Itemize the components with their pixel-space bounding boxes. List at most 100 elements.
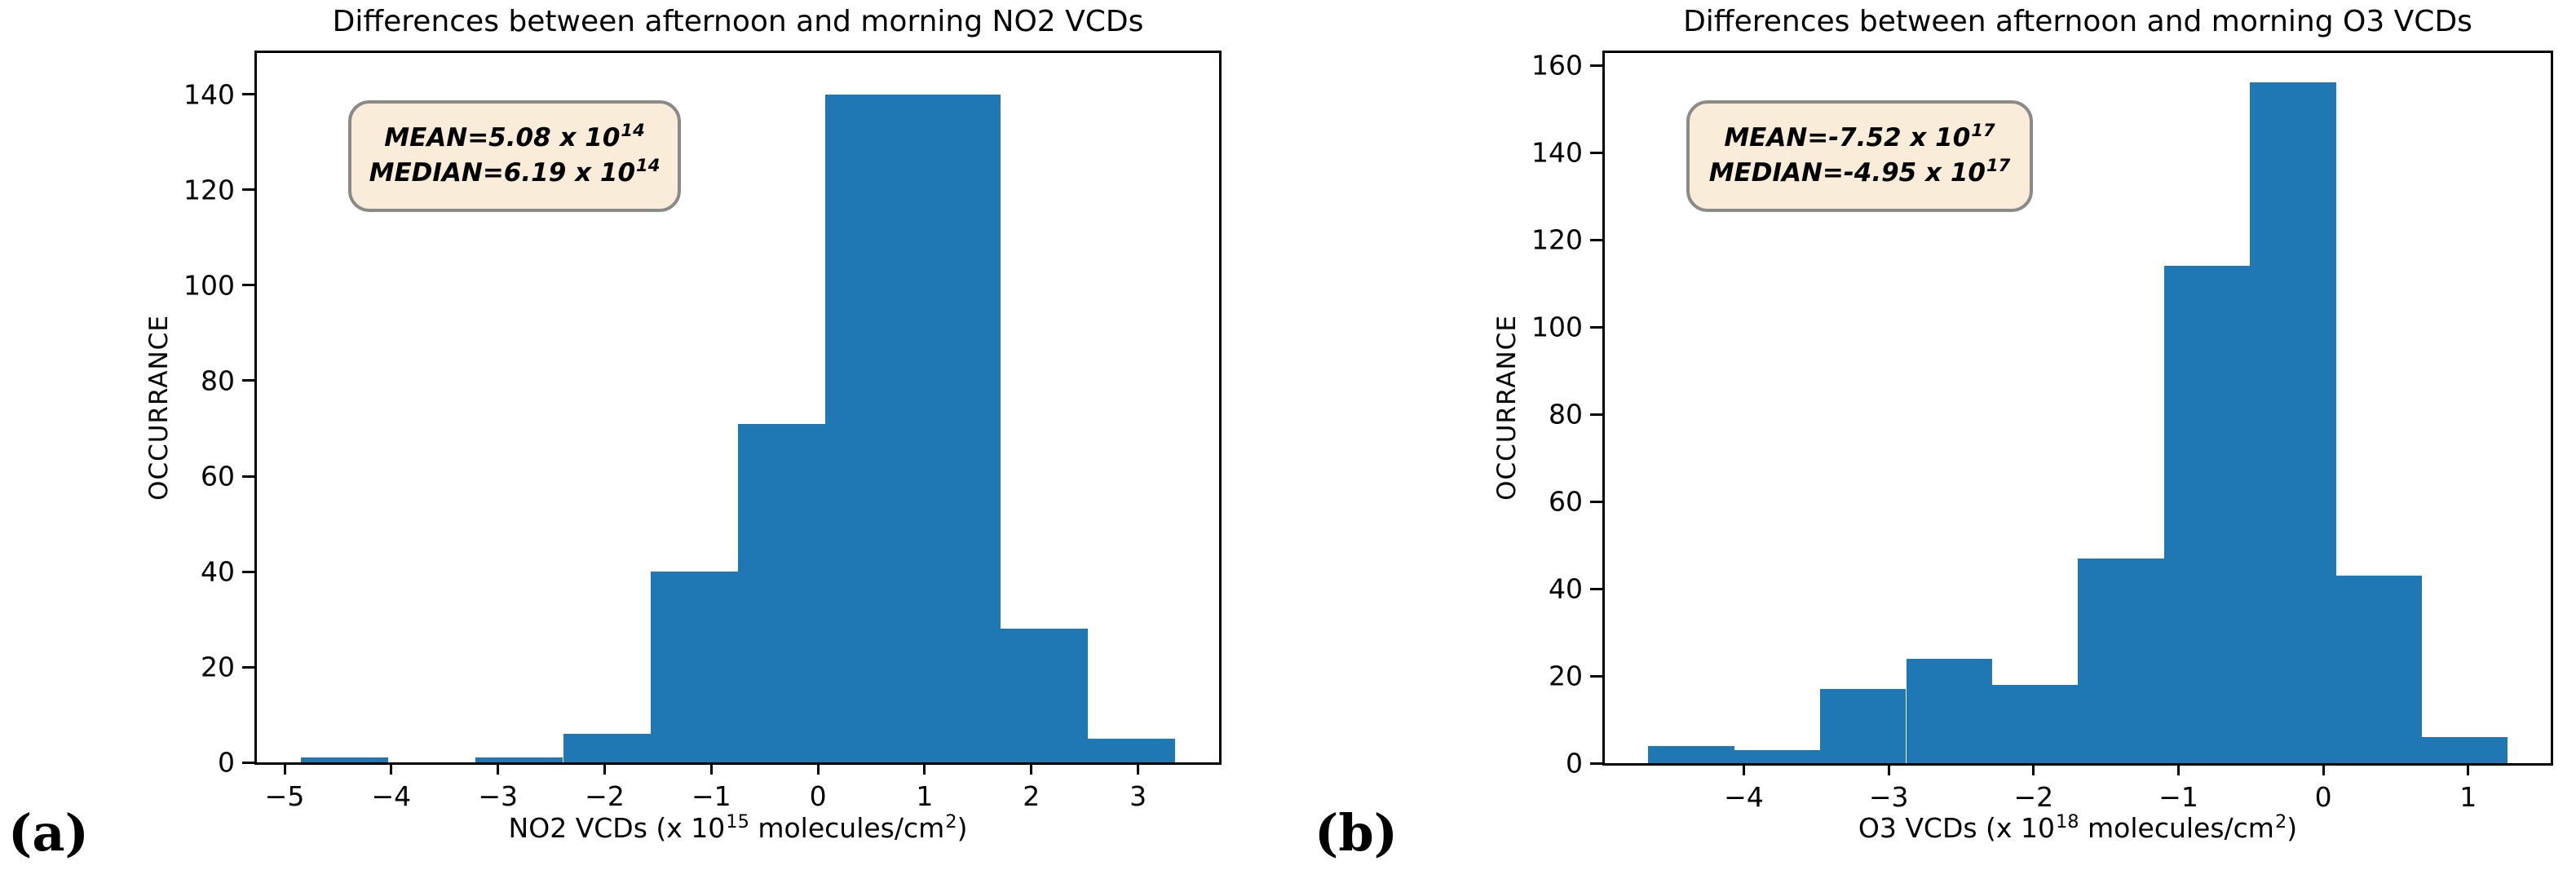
xlabel-exponent: 15 <box>726 810 749 832</box>
x-axis-tick-mark <box>1030 762 1033 775</box>
xlabel-exponent: 2 <box>945 810 957 832</box>
xlabel-text: ) <box>957 812 968 844</box>
histogram-bar <box>2078 558 2164 763</box>
y-axis-tick-label: 60 <box>1549 485 1583 518</box>
y-axis-tick-label: 80 <box>201 364 235 397</box>
y-axis-tick-mark <box>1590 238 1602 241</box>
x-axis-tick-label: −2 <box>585 780 625 812</box>
histogram-bar <box>1648 745 1734 763</box>
y-axis-tick-mark <box>242 188 254 192</box>
x-axis-tick-label: −2 <box>2013 781 2054 813</box>
xlabel-exponent: 2 <box>2274 810 2287 832</box>
chart-b-plot-area: −4 −3 −2 −1 0 1 0 20 40 60 80 100 120 140 160 <box>1531 50 2553 813</box>
histogram-bar <box>1991 684 2079 763</box>
mean-value: MEAN=5.08 x 1014 <box>384 119 645 152</box>
y-axis-tick-mark <box>1590 762 1602 765</box>
xlabel-text: O3 VCDs (x 10 <box>1858 812 2055 844</box>
x-axis-tick-mark <box>2467 763 2470 775</box>
chart-a-y-axis-label: OCCURRANCE <box>144 315 174 501</box>
histogram-bar <box>563 733 651 762</box>
y-axis-tick-label: 80 <box>1549 398 1583 431</box>
median-value: MEDIAN=-4.95 x 1017 <box>1708 154 2011 188</box>
panel-label-b: (b) <box>1315 803 1398 863</box>
x-axis-tick-mark <box>2322 763 2325 775</box>
y-axis-tick-mark <box>1590 587 1602 590</box>
chart-a-x-axis-label: NO2 VCDs (x 1015 molecules/cm2) <box>509 810 968 844</box>
y-axis-tick-label: 0 <box>218 746 235 779</box>
y-axis-tick-label: 20 <box>1549 660 1583 692</box>
x-axis-tick-mark <box>390 762 393 775</box>
y-axis-tick-label: 40 <box>1549 572 1583 605</box>
histogram-bar <box>2335 575 2422 763</box>
x-axis-tick-label: −1 <box>691 780 731 812</box>
histogram-bar <box>1088 738 1176 762</box>
y-axis-tick-mark <box>1590 64 1602 67</box>
x-axis-tick-mark <box>603 762 606 775</box>
y-axis-tick-mark <box>1590 500 1602 503</box>
xlabel-text: molecules/cm <box>2079 812 2274 844</box>
x-axis-tick-label: −5 <box>264 780 305 812</box>
x-axis-tick-mark <box>2177 763 2180 775</box>
x-axis-tick-label: 1 <box>2459 781 2477 813</box>
histogram-bar <box>825 94 913 762</box>
y-axis-tick-mark <box>242 761 254 764</box>
histogram-bar <box>2250 82 2336 763</box>
y-axis-tick-mark <box>1590 413 1602 416</box>
histogram-bar <box>1906 658 1992 763</box>
chart-b-title: Differences between afternoon and mornin… <box>1683 5 2472 38</box>
histogram-bar <box>738 423 826 762</box>
histogram-bar <box>912 94 1001 762</box>
y-axis-tick-mark <box>242 379 254 382</box>
chart-a-title: Differences between afternoon and mornin… <box>332 5 1144 38</box>
x-axis-tick-mark <box>283 762 286 775</box>
chart-b-stats-annotation-box: MEAN=-7.52 x 1017 MEDIAN=-4.95 x 1017 <box>1686 100 2033 212</box>
x-axis-tick-label: 1 <box>916 780 934 812</box>
x-axis-tick-mark <box>923 762 926 775</box>
y-axis-tick-label: 100 <box>183 269 235 302</box>
mean-value: MEAN=-7.52 x 1017 <box>1724 119 1995 152</box>
y-axis-tick-label: 140 <box>1531 136 1583 169</box>
y-axis-tick-mark <box>242 665 254 669</box>
x-axis-tick-label: 0 <box>809 780 827 812</box>
y-axis-tick-label: 40 <box>201 555 235 588</box>
xlabel-exponent: 18 <box>2055 810 2079 832</box>
y-axis-tick-mark <box>1590 674 1602 678</box>
y-axis-tick-mark <box>242 284 254 287</box>
chart-a-stats-annotation-box: MEAN=5.08 x 1014 MEDIAN=6.19 x 1014 <box>348 100 681 212</box>
x-axis-tick-mark <box>1743 763 1745 775</box>
histogram-bar <box>2421 736 2508 763</box>
x-axis-tick-mark <box>816 762 820 775</box>
chart-a-plot-area: −5 −4 −3 −2 −1 0 1 2 3 0 20 40 60 80 100 120 140 <box>183 51 1222 812</box>
histogram-bar <box>1820 689 1907 763</box>
x-axis-tick-label: 3 <box>1129 780 1147 812</box>
histogram-bar <box>1734 749 1821 763</box>
y-axis-tick-label: 120 <box>1531 223 1583 256</box>
y-axis-tick-label: 140 <box>183 78 235 111</box>
y-axis-tick-mark <box>242 93 254 96</box>
x-axis-tick-label: −4 <box>1724 781 1764 813</box>
y-axis-tick-mark <box>1590 151 1602 154</box>
chart-b-y-axis-label: OCCURRANCE <box>1492 315 1522 501</box>
y-axis-tick-label: 60 <box>201 460 235 492</box>
x-axis-tick-label: −3 <box>478 780 519 812</box>
histogram-bar <box>300 757 388 762</box>
x-axis-tick-mark <box>1137 762 1140 775</box>
y-axis-tick-label: 0 <box>1566 747 1583 779</box>
x-axis-tick-mark <box>2032 763 2035 775</box>
histogram-bar <box>475 757 563 762</box>
y-axis-tick-label: 120 <box>183 174 235 206</box>
x-axis-tick-label: −3 <box>1868 781 1909 813</box>
x-axis-tick-label: −1 <box>2158 781 2198 813</box>
x-axis-tick-mark <box>497 762 500 775</box>
y-axis-tick-mark <box>242 475 254 478</box>
x-axis-tick-label: −4 <box>371 780 412 812</box>
histogram-bar <box>2163 266 2250 763</box>
y-axis-tick-label: 20 <box>201 651 235 683</box>
y-axis-tick-label: 100 <box>1531 311 1583 343</box>
panel-label-a: (a) <box>8 803 89 863</box>
x-axis-tick-label: 0 <box>2314 781 2332 813</box>
median-value: MEDIAN=6.19 x 1014 <box>369 154 661 188</box>
histogram-bar <box>1000 629 1089 762</box>
x-axis-tick-mark <box>1887 763 1890 775</box>
